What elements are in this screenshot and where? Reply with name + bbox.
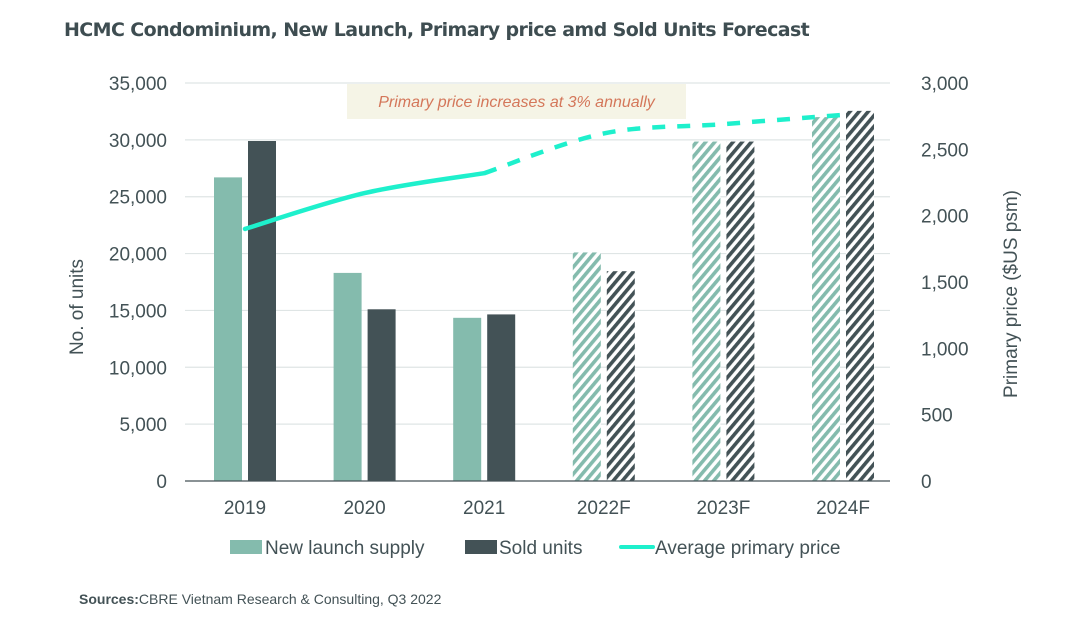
legend-label-sold: Sold units — [499, 538, 582, 559]
bar-new-launch-2023f — [692, 141, 721, 481]
left-tick-label: 20,000 — [109, 245, 167, 266]
bars — [214, 110, 874, 482]
right-axis-label: Primary price ($US psm) — [1001, 190, 1022, 398]
x-tick-label: 2020 — [343, 498, 385, 519]
legend-label-price: Average primary price — [655, 538, 841, 559]
left-axis-ticks: 0 5,000 10,000 15,000 20,000 25,000 30,000 35,0… — [109, 74, 167, 493]
bar-sold-2021 — [487, 314, 516, 481]
x-axis-ticks: 2019 2020 2021 2022F 2023F 2024F — [224, 498, 870, 519]
bar-new-launch-2022f — [572, 252, 601, 481]
bar-new-launch-2019 — [214, 177, 242, 481]
price-line-actual — [242, 170, 487, 232]
price-line — [242, 112, 844, 232]
x-tick-label: 2024F — [816, 498, 870, 519]
x-tick-label: 2019 — [224, 498, 266, 519]
left-tick-label: 5,000 — [119, 415, 167, 436]
bar-new-launch-2020 — [333, 272, 362, 481]
left-tick-label: 35,000 — [109, 74, 167, 95]
annotation-text: Primary price increases at 3% annually — [378, 94, 656, 111]
right-tick-label: 3,000 — [921, 74, 969, 95]
left-tick-label: 30,000 — [109, 131, 167, 152]
right-tick-label: 2,000 — [921, 207, 969, 228]
annotation-background — [347, 84, 686, 119]
x-tick-label: 2023F — [696, 498, 750, 519]
bar-sold-2020 — [367, 309, 396, 481]
x-tick-label: 2022F — [577, 498, 631, 519]
source-label: Sources: — [79, 591, 139, 607]
legend: New launch supply Sold units Average pri… — [230, 538, 841, 559]
bar-sold-2022f — [606, 271, 635, 481]
annotation-box: Primary price increases at 3% annually — [347, 84, 686, 119]
price-line-forecast — [483, 112, 844, 176]
right-tick-label: 2,500 — [921, 140, 969, 161]
legend-label-new-launch: New launch supply — [265, 538, 425, 559]
left-tick-label: 0 — [156, 472, 167, 493]
bar-sold-2023f — [726, 141, 755, 481]
right-tick-label: 1,500 — [921, 273, 969, 294]
left-tick-label: 15,000 — [109, 301, 167, 322]
legend-swatch-new-launch — [230, 540, 262, 554]
right-tick-label: 500 — [921, 406, 953, 427]
left-tick-label: 25,000 — [109, 188, 167, 209]
right-axis-ticks: 0 500 1,000 1,500 2,000 2,500 3,000 — [921, 74, 969, 493]
bar-new-launch-2024f — [812, 117, 840, 481]
source-note: Sources:CBRE Vietnam Research & Consulti… — [79, 591, 441, 607]
chart-title: HCMC Condominium, New Launch, Primary pr… — [64, 19, 810, 41]
bar-sold-2024f — [846, 110, 874, 482]
x-tick-label: 2021 — [463, 498, 505, 519]
source-text: CBRE Vietnam Research & Consulting, Q3 2… — [138, 591, 442, 607]
right-tick-label: 1,000 — [921, 339, 969, 360]
bar-sold-2019 — [248, 140, 276, 481]
right-tick-label: 0 — [921, 472, 932, 493]
legend-swatch-sold — [465, 540, 497, 554]
left-tick-label: 10,000 — [109, 358, 167, 379]
gridlines — [185, 82, 890, 425]
left-axis-label: No. of units — [67, 259, 88, 355]
bar-new-launch-2021 — [453, 317, 482, 481]
